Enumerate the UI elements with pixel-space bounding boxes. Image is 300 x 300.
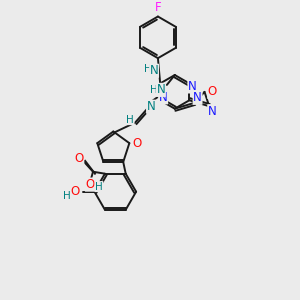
Text: H: H	[126, 115, 134, 124]
Text: N: N	[188, 80, 197, 93]
Text: O: O	[85, 178, 95, 191]
Text: H: H	[150, 85, 158, 95]
Text: N: N	[159, 91, 167, 104]
Text: H: H	[95, 182, 103, 192]
Text: O: O	[208, 85, 217, 98]
Text: N: N	[157, 83, 165, 96]
Text: N: N	[147, 100, 155, 113]
Text: O: O	[70, 185, 79, 198]
Text: N: N	[150, 64, 158, 77]
Text: O: O	[133, 136, 142, 150]
Text: F: F	[154, 1, 161, 14]
Text: N: N	[208, 105, 217, 118]
Text: H: H	[144, 64, 152, 74]
Text: O: O	[74, 152, 84, 165]
Text: N: N	[193, 91, 202, 104]
Text: H: H	[63, 191, 70, 201]
